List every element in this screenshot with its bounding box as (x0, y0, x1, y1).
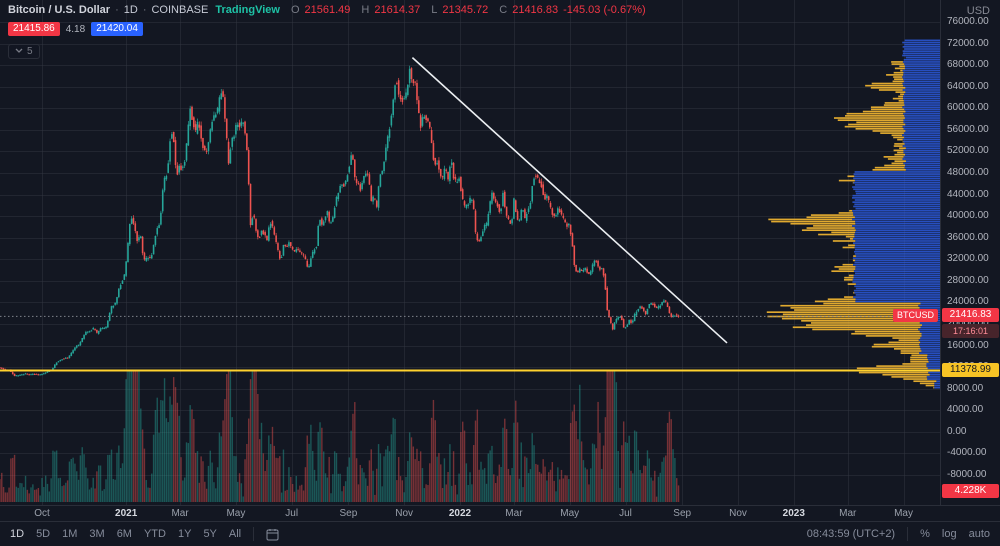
log-scale-button[interactable]: log (941, 528, 957, 540)
price-tick-label: 4000.00 (947, 404, 984, 416)
price-tick-label: 64000.00 (947, 80, 989, 92)
price-tick-label: 24000.00 (947, 296, 989, 308)
open-label: O (290, 4, 300, 16)
time-tick-label: Nov (729, 508, 747, 519)
high-value: 21614.37 (374, 4, 421, 16)
last-price-label: 21416.83 (942, 308, 999, 323)
time-tick-label: Sep (339, 508, 358, 519)
time-tick-label: Jul (619, 508, 632, 519)
price-tick-label: 76000.00 (947, 16, 989, 28)
time-tick-label: 2021 (115, 508, 138, 519)
collapsed-count: 5 (27, 45, 33, 57)
price-tick-label: 56000.00 (947, 123, 989, 135)
price-tick-label: -4000.00 (947, 447, 987, 459)
price-tick-label: 68000.00 (947, 59, 989, 71)
symbol-title[interactable]: Bitcoin / U.S. Dollar (8, 4, 111, 16)
currency-label[interactable]: USD (966, 5, 990, 17)
range-1y[interactable]: 1Y (177, 528, 192, 540)
price-tick-label: 36000.00 (947, 231, 989, 243)
low-value: 21345.72 (442, 4, 489, 16)
price-tick-label: 0.00 (947, 425, 967, 437)
toolbar-right: 08:43:59 (UTC+2) % log auto (807, 527, 1000, 541)
range-3m[interactable]: 3M (89, 528, 105, 540)
price-tick-label: 32000.00 (947, 253, 989, 265)
bid-ask-row: 21415.86 4.18 21420.04 (8, 22, 143, 36)
price-tick-label: 8000.00 (947, 382, 984, 394)
percent-scale-button[interactable]: % (920, 528, 930, 540)
time-tick-label: Oct (34, 508, 50, 519)
range-6m[interactable]: 6M (116, 528, 132, 540)
high-label: H (361, 4, 370, 16)
range-5y[interactable]: 5Y (203, 528, 217, 540)
range-all[interactable]: All (228, 528, 242, 540)
time-tick-label: 2022 (448, 508, 472, 519)
bid-badge[interactable]: 21415.86 (8, 22, 60, 36)
go-to-date-icon[interactable] (266, 528, 279, 541)
price-tick-label: -8000.00 (947, 469, 987, 481)
time-tick-label: May (894, 508, 913, 519)
bar-countdown-label: 17:16:01 (942, 324, 999, 339)
low-label: L (431, 4, 438, 16)
close-value: 21416.83 (512, 4, 559, 16)
volume-value-label: 4.228K (942, 484, 999, 498)
range-5d[interactable]: 5D (36, 528, 51, 540)
price-tick-label: 28000.00 (947, 274, 989, 286)
symbol-tag: BTCUSD (892, 309, 938, 323)
divider (907, 527, 909, 541)
range-ytd[interactable]: YTD (143, 528, 166, 540)
collapsed-indicators-toggle[interactable]: 5 (8, 43, 40, 59)
time-tick-label: 2023 (782, 508, 805, 519)
price-tick-label: 40000.00 (947, 210, 989, 222)
chevron-down-icon (15, 48, 23, 54)
price-tick-label: 60000.00 (947, 102, 989, 114)
auto-scale-button[interactable]: auto (968, 528, 990, 540)
change-value: -145.03 (-0.67%) (563, 4, 646, 16)
indicators-row: 5 (8, 41, 40, 59)
price-tick-label: 20000.00 (947, 318, 989, 330)
range-1m[interactable]: 1M (62, 528, 78, 540)
range-1d[interactable]: 1D (10, 528, 25, 540)
price-tick-label: 72000.00 (947, 37, 989, 49)
open-value: 21561.49 (304, 4, 351, 16)
timeframe-label[interactable]: 1D (123, 4, 138, 16)
time-tick-label: Mar (839, 508, 857, 519)
spread-value: 4.18 (65, 23, 86, 35)
range-switcher: 1D 5D 1M 3M 6M YTD 1Y 5Y All (0, 527, 289, 541)
time-tick-label: Mar (505, 508, 523, 519)
price-tick-label: 52000.00 (947, 145, 989, 157)
time-tick-label: Jul (285, 508, 299, 519)
time-tick-label: May (560, 508, 580, 519)
tradingview-link[interactable]: TradingView (215, 4, 280, 16)
level-price-label: 11378.99 (942, 362, 999, 377)
price-tick-label: 48000.00 (947, 167, 989, 179)
close-label: C (499, 4, 508, 16)
clock[interactable]: 08:43:59 (UTC+2) (806, 528, 896, 540)
price-chart-canvas[interactable] (0, 0, 940, 505)
time-tick-label: Mar (171, 508, 189, 519)
bottom-toolbar: 1D 5D 1M 3M 6M YTD 1Y 5Y All 08:43:59 (U… (0, 521, 1000, 546)
separator: · (142, 4, 147, 16)
separator: · (115, 4, 119, 16)
ask-badge[interactable]: 21420.04 (91, 22, 143, 36)
chart-pane: Bitcoin / U.S. Dollar · 1D · COINBASE Tr… (0, 0, 1000, 505)
price-axis[interactable]: 21416.83 17:16:01 11378.99 4.228K 76000.… (940, 0, 1000, 505)
time-tick-label: Nov (395, 508, 414, 519)
time-tick-label: May (226, 508, 246, 519)
price-tick-label: 44000.00 (947, 188, 989, 200)
symbol-legend: Bitcoin / U.S. Dollar · 1D · COINBASE Tr… (8, 4, 646, 16)
time-tick-label: Sep (673, 508, 692, 519)
divider (253, 527, 255, 541)
exchange-label: COINBASE (151, 4, 209, 16)
time-axis[interactable]: Oct 2021 Mar May Jul Sep Nov 2022 Mar May Jul Sep No… (0, 505, 1000, 521)
price-tick-label: 16000.00 (947, 339, 989, 351)
